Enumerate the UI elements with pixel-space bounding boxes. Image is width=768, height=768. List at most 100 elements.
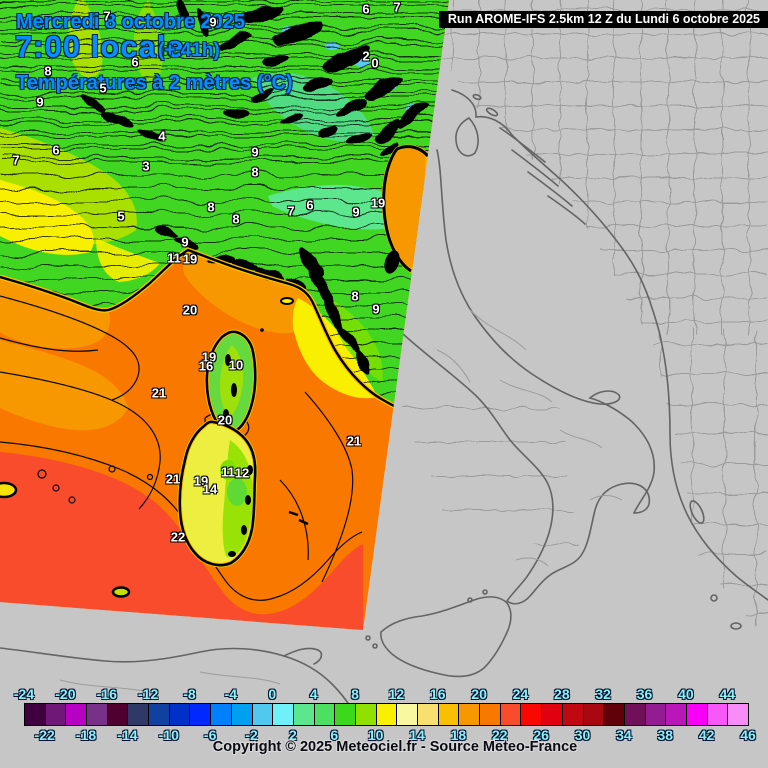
map-temp-label: 9 [181, 234, 189, 250]
scale-tick-label: -8 [183, 686, 196, 702]
scale-tick-label: -22 [34, 727, 55, 743]
map-temp-label: 0 [371, 55, 379, 71]
scale-cell [106, 703, 129, 726]
scale-tick-label: 10 [367, 727, 384, 743]
scale-tick-label: 20 [471, 686, 487, 702]
scale-tick-label: 4 [309, 686, 318, 702]
map-temp-label: 16 [198, 358, 214, 374]
copyright-notice: Copyright © 2025 Meteociel.fr - Source M… [212, 739, 578, 755]
map-temp-label: 7 [393, 0, 401, 15]
scale-tick-label: 12 [388, 686, 405, 702]
scale-cell [396, 703, 418, 726]
scale-tick-label: -14 [117, 727, 138, 743]
scale-cell [623, 703, 646, 726]
scale-cell [417, 703, 439, 726]
scale-cell [665, 703, 687, 726]
map-temp-label: 21 [151, 385, 167, 401]
map-temp-label: 8 [232, 211, 240, 227]
scale-cell [251, 703, 274, 726]
scale-tick-label: 46 [740, 727, 756, 743]
scale-tick-label: 16 [429, 686, 446, 702]
gray-coastlines [0, 89, 768, 707]
map-temp-label: 8 [351, 288, 359, 304]
map-variable-title: Températures à 2 mètres (°C) [16, 72, 293, 94]
scale-cell [375, 703, 398, 726]
map-temp-label: 6 [362, 1, 370, 17]
scale-tick-label: 42 [698, 727, 715, 743]
scale-cell [334, 703, 356, 726]
map-temp-label: 9 [251, 144, 259, 160]
sardinia-island [177, 419, 258, 568]
sea-22c-field [0, 452, 363, 630]
scale-tick-label: 34 [616, 727, 632, 743]
italy-admin-borders [400, 407, 578, 545]
scale-tick-label: -20 [55, 686, 76, 702]
scale-tick-label: 40 [678, 686, 694, 702]
map-temp-label: 21 [346, 433, 362, 449]
map-temp-label: 20 [182, 302, 198, 318]
map-temp-label: 8 [207, 199, 215, 215]
scale-cell [354, 703, 377, 726]
scale-tick-label: -16 [96, 686, 117, 702]
italy-region-borders [59, 309, 623, 693]
map-temp-label: 8 [251, 164, 259, 180]
scale-cell [603, 703, 625, 726]
map-temp-label: 19 [370, 195, 386, 211]
scale-cell [148, 703, 170, 726]
scale-tick-label: 0 [268, 686, 277, 702]
scale-cell [727, 703, 749, 726]
map-temp-label: 11 [221, 464, 235, 480]
scale-cell [24, 703, 46, 726]
map-temp-label: 9 [36, 94, 44, 110]
scale-cell [86, 703, 108, 726]
map-temp-label: 11 [167, 250, 181, 266]
scale-cell [479, 703, 501, 726]
scale-tick-label: 32 [595, 686, 611, 702]
scale-tick-label: -12 [137, 686, 159, 702]
scale-tick-label: 26 [533, 727, 549, 743]
scale-cell [582, 703, 605, 726]
map-temp-label: 7 [287, 203, 295, 219]
map-temp-label: 12 [234, 465, 250, 481]
scale-tick-label: 8 [351, 686, 359, 702]
scale-cell [127, 703, 150, 726]
mountain-ridges [81, 0, 428, 375]
scale-tick-label: 22 [491, 727, 508, 743]
scale-cell [520, 703, 543, 726]
map-temp-label: 7 [12, 152, 20, 168]
scale-cell [541, 703, 563, 726]
scale-tick-label: -24 [13, 686, 35, 702]
scale-cell [230, 703, 253, 726]
scale-cell [210, 703, 232, 726]
map-temp-label: 5 [99, 80, 107, 96]
scale-cell [272, 703, 294, 726]
model-run-info: Run AROME-IFS 2.5km 12 Z du Lundi 6 octo… [438, 11, 768, 28]
map-temp-label: 7 [103, 8, 111, 24]
scale-cell [65, 703, 88, 726]
map-temp-label: 6 [306, 197, 314, 213]
coastline [0, 247, 400, 411]
forecast-date: Mercredi 8 octobre 2025 [16, 11, 245, 33]
map-temp-label: 4 [158, 128, 166, 144]
scale-cell [644, 703, 667, 726]
scale-tick-label: -2 [245, 727, 258, 743]
scale-tick-label: 6 [330, 727, 339, 743]
scale-cell [189, 703, 212, 726]
scale-tick-label: -10 [158, 727, 179, 743]
map-temp-label: 6 [131, 54, 139, 70]
scale-cell [706, 703, 729, 726]
small-islands [0, 297, 309, 598]
map-temp-label: 9 [209, 14, 217, 30]
scale-cell [561, 703, 584, 726]
forecast-offset: (+ 41h) [158, 40, 220, 61]
scale-tick-label: 24 [512, 686, 529, 702]
map-temp-label: 22 [170, 529, 186, 545]
map-temp-label: 19 [193, 473, 209, 489]
map-temp-label: 21 [165, 471, 181, 487]
scale-tick-label: 18 [450, 727, 467, 743]
map-temp-label: 5 [117, 208, 125, 224]
sea-isotherms [0, 295, 363, 601]
map-temp-label: 2 [362, 48, 370, 64]
